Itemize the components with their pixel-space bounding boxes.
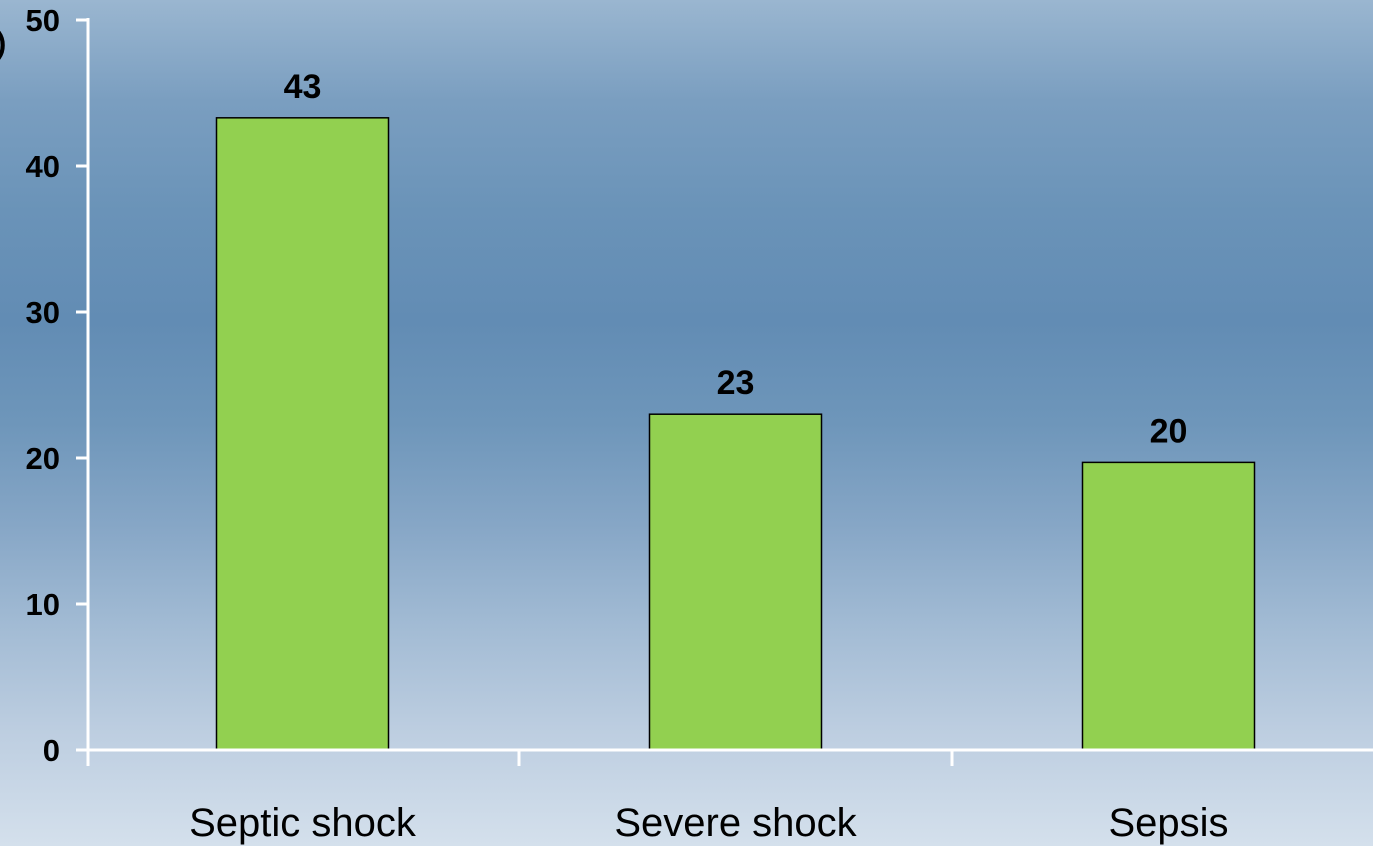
- category-labels-group: Septic shock Severe shock Sepsis: [189, 801, 1228, 845]
- y-tick-label: 30: [26, 295, 60, 330]
- y-tick-label: 0: [43, 733, 60, 768]
- category-label: Severe shock: [614, 801, 857, 845]
- y-tick-label: 10: [26, 587, 60, 622]
- category-label: Septic shock: [189, 801, 417, 845]
- y-ticks-group: 0 10 20 30 40 50: [26, 3, 88, 768]
- data-labels-group: 43 23 20: [284, 68, 1188, 451]
- data-label: 20: [1150, 412, 1188, 450]
- y-tick-label: 50: [26, 3, 60, 38]
- bar: [1081, 461, 1256, 751]
- bar: [648, 413, 823, 751]
- y-tick-label: 40: [26, 149, 60, 184]
- bar: [215, 117, 390, 751]
- axes-group: [86, 18, 1373, 766]
- data-label: 43: [284, 68, 322, 106]
- data-label: 23: [717, 364, 755, 402]
- y-axis-label-fragment: ): [0, 25, 6, 60]
- category-label: Sepsis: [1108, 801, 1228, 845]
- bars-group: [215, 117, 1256, 751]
- y-tick-label: 20: [26, 441, 60, 476]
